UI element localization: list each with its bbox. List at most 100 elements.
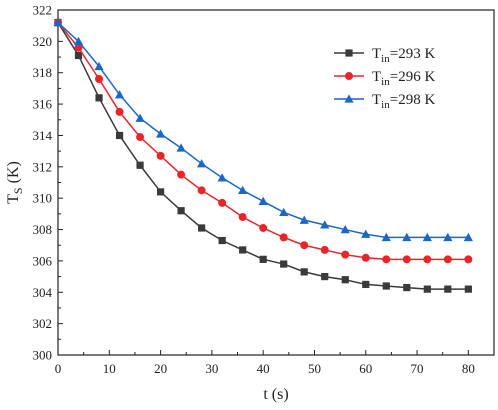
data-point [114, 90, 125, 99]
legend-marker [344, 94, 354, 103]
legend: Tin=293 K Tin=296 K Tin=298 K [334, 46, 435, 111]
data-point [94, 61, 104, 71]
data-point [320, 245, 329, 254]
y-tick-label: 314 [33, 128, 53, 143]
x-tick-label: 60 [359, 361, 372, 376]
data-point [239, 246, 247, 254]
data-point [423, 285, 431, 293]
data-point [53, 17, 63, 27]
y-tick-label: 320 [33, 34, 53, 49]
x-tick-label: 0 [55, 361, 62, 376]
data-point [238, 185, 248, 195]
legend-label: Tin=293 K [372, 46, 435, 65]
y-tick-label: 302 [33, 316, 53, 331]
data-point [177, 170, 186, 179]
data-point [381, 232, 391, 242]
data-point [402, 255, 411, 264]
y-tick-label: 304 [33, 285, 53, 300]
data-point [443, 232, 453, 242]
data-point [321, 272, 329, 281]
data-point [115, 131, 124, 140]
y-tick-label: 318 [33, 65, 53, 80]
x-tick-label: 10 [103, 361, 116, 376]
data-point [299, 215, 309, 224]
legend-item: Tin=296 K [334, 69, 435, 88]
data-point [443, 255, 452, 264]
data-point [320, 220, 330, 229]
data-point [280, 260, 288, 268]
data-point [74, 43, 83, 52]
data-point [115, 107, 124, 116]
data-point [382, 282, 390, 290]
data-point [423, 255, 432, 264]
y-tick-label: 308 [33, 222, 53, 237]
x-axis-title: t (s) [263, 386, 288, 403]
series-square [54, 18, 472, 293]
series-line [57, 22, 469, 290]
data-point [403, 283, 411, 292]
y-axis-title: TS (K) [5, 161, 25, 204]
data-point [197, 186, 206, 195]
data-point [155, 129, 166, 138]
data-point [95, 94, 103, 102]
series-layer [53, 17, 473, 293]
data-point [341, 250, 350, 259]
data-point [402, 232, 412, 242]
data-point [177, 207, 185, 215]
x-tick-label: 80 [462, 361, 475, 376]
data-point [156, 188, 165, 196]
data-point [136, 161, 144, 169]
data-point [176, 143, 186, 152]
data-point [135, 113, 145, 122]
data-point [238, 213, 247, 221]
data-point [197, 159, 207, 168]
data-point [361, 253, 370, 262]
data-point [218, 198, 227, 207]
y-tick-label: 310 [33, 191, 53, 206]
x-tick-label: 20 [154, 361, 167, 376]
data-point [259, 223, 268, 232]
data-point [300, 241, 309, 250]
x-tick-label: 30 [205, 361, 218, 376]
data-point [362, 280, 370, 289]
legend-item: Tin=293 K [334, 46, 435, 65]
legend-marker [345, 49, 353, 57]
axes-layer: 0 10 20 30 40 50 60 70 80 300 302 304 306 308 310 312 31… [5, 3, 495, 403]
data-point [464, 255, 473, 264]
data-point [300, 268, 308, 276]
legend-label: Tin=298 K [372, 92, 435, 111]
y-tick-label: 316 [33, 97, 53, 112]
x-tick-label: 70 [411, 361, 424, 376]
data-point [279, 233, 288, 242]
data-point [74, 51, 83, 60]
y-tick-label: 300 [33, 348, 53, 363]
data-point [73, 36, 84, 46]
y-tick-label: 312 [33, 159, 53, 174]
x-tick-label: 50 [308, 361, 321, 376]
y-tick-label: 322 [33, 3, 53, 18]
data-point [341, 276, 349, 284]
data-point [198, 224, 206, 232]
data-point [340, 224, 350, 234]
data-point [463, 232, 473, 242]
data-point [464, 285, 472, 293]
legend-label: Tin=296 K [372, 69, 435, 88]
y-tick-label: 306 [33, 253, 53, 268]
data-point [156, 151, 165, 160]
data-point [279, 207, 289, 216]
data-point [259, 255, 267, 263]
data-point [361, 229, 371, 238]
data-point [422, 232, 432, 242]
data-point [444, 285, 452, 293]
data-point [382, 255, 391, 264]
data-point [258, 196, 268, 205]
data-point [218, 236, 226, 245]
x-tick-label: 40 [257, 361, 270, 376]
data-point [217, 173, 227, 182]
legend-item: Tin=298 K [334, 92, 435, 111]
data-point [136, 133, 145, 142]
data-point [95, 75, 104, 83]
legend-marker [345, 72, 353, 80]
series-triangle [53, 17, 473, 242]
